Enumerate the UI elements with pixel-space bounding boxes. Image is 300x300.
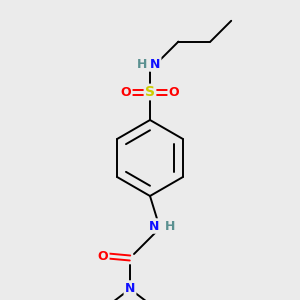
- Text: S: S: [145, 85, 155, 99]
- Text: H: H: [165, 220, 175, 232]
- Text: N: N: [125, 281, 135, 295]
- Text: H: H: [137, 58, 147, 70]
- Text: O: O: [121, 85, 131, 98]
- Text: O: O: [98, 250, 108, 262]
- Text: N: N: [149, 220, 159, 232]
- Text: O: O: [169, 85, 179, 98]
- Text: N: N: [150, 58, 160, 70]
